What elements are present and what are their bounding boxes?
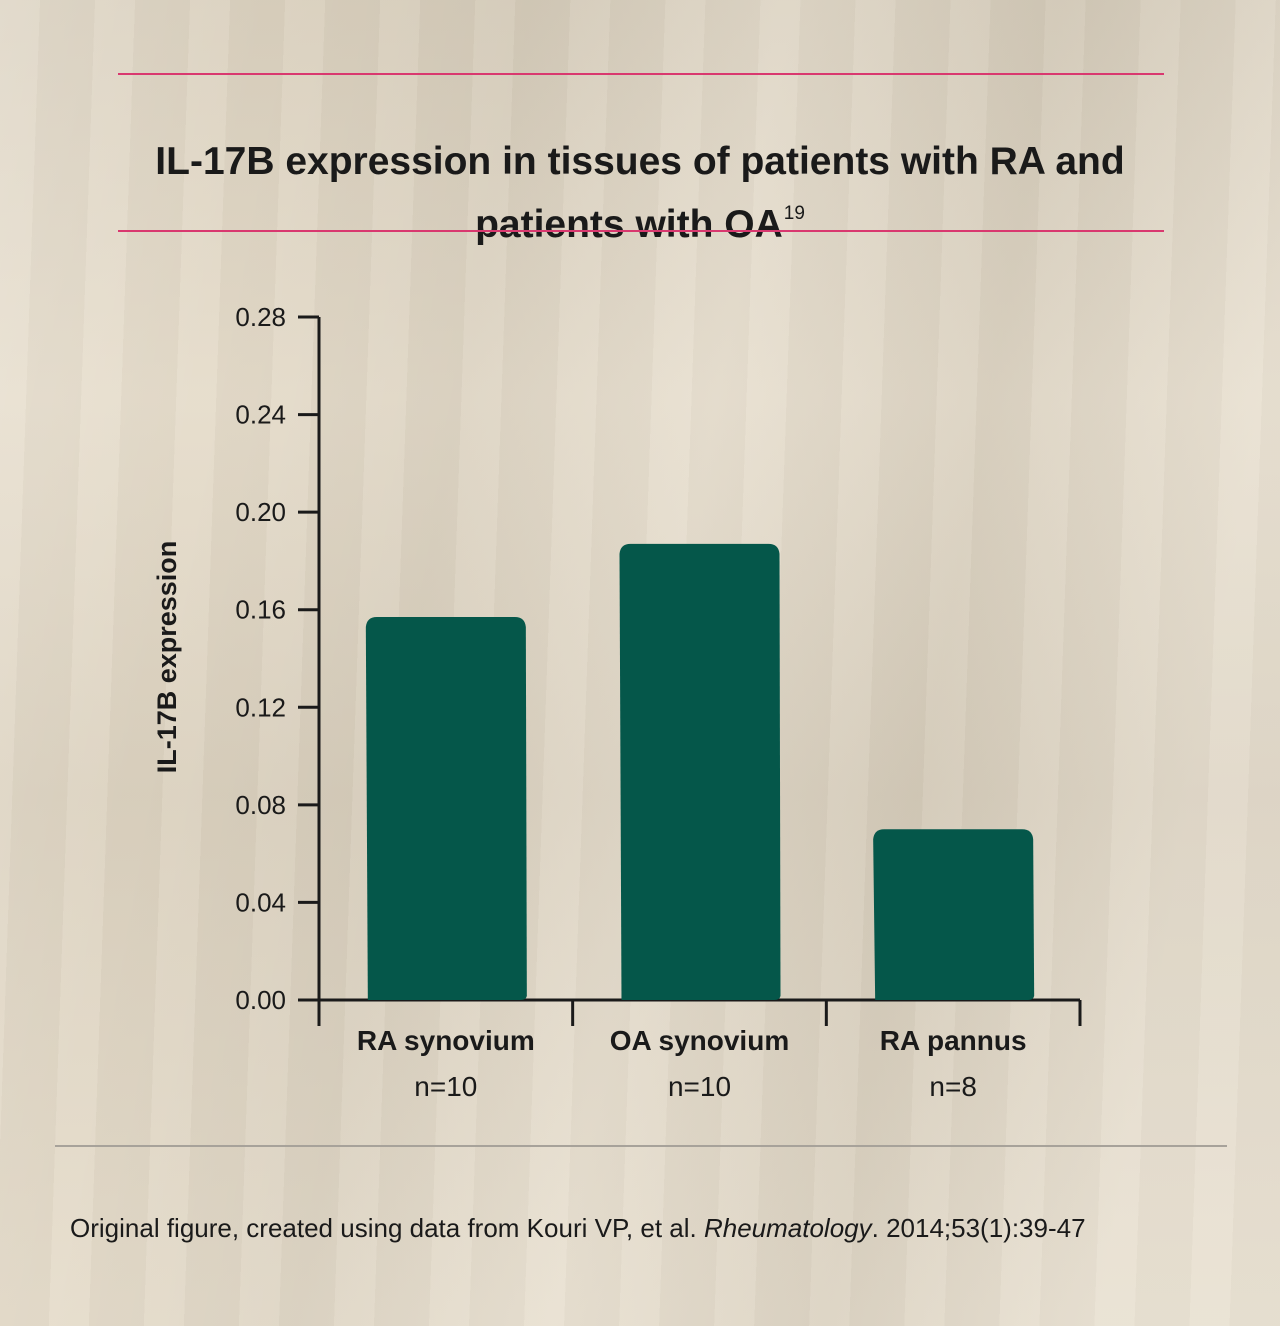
chart-title-text: IL-17B expression in tissues of patients… [155, 140, 1125, 247]
source-citation: Original figure, created using data from… [70, 1211, 1190, 1245]
source-prefix: Original figure, created using data from… [70, 1213, 704, 1243]
x-tick-label: OA synovium [610, 1025, 789, 1056]
title-reference-superscript: 19 [783, 203, 805, 225]
x-axis: RA synovium n=10 OA synovium n=10 RA pannus n… [298, 998, 1082, 1102]
bars [365, 543, 1035, 1000]
source-journal: Rheumatology [703, 1213, 872, 1243]
bar [873, 829, 1035, 1000]
y-tick-label: 0.12 [235, 692, 286, 722]
source-suffix: . 2014;53(1):39-47 [871, 1213, 1086, 1243]
chart-title: IL-17B expression in tissues of patients… [80, 136, 1200, 251]
x-tick-sublabel: n=8 [929, 1071, 977, 1102]
y-tick-label: 0.04 [235, 887, 286, 917]
y-tick-label: 0.08 [235, 790, 286, 820]
title-rule-bottom [118, 230, 1164, 232]
x-tick-sublabel: n=10 [668, 1071, 731, 1102]
y-tick-label: 0.24 [235, 400, 286, 430]
y-tick-label: 0.00 [235, 985, 286, 1015]
y-axis-label: IL-17B expression [152, 541, 182, 774]
bar [619, 543, 781, 1000]
y-tick-label: 0.20 [235, 497, 286, 527]
x-tick-label: RA pannus [880, 1025, 1027, 1056]
x-tick-label: RA synovium [357, 1025, 535, 1056]
y-tick-label: 0.16 [235, 595, 286, 625]
y-tick-label: 0.28 [235, 302, 286, 332]
y-axis: 0.00 0.04 0.08 0.12 0.16 0.20 0.24 0.28 [235, 302, 321, 1015]
bar [365, 617, 527, 1000]
footer-divider [55, 1145, 1227, 1147]
x-tick-sublabel: n=10 [414, 1071, 477, 1102]
title-rule-top [118, 73, 1164, 75]
